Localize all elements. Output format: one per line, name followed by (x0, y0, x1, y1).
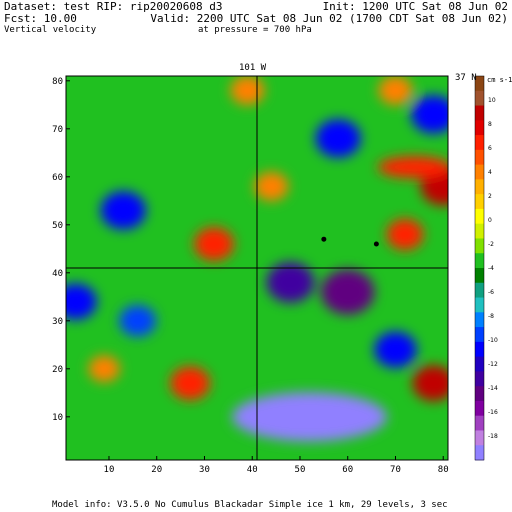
station-marker-1 (373, 241, 379, 247)
colorbar-swatch-20 (475, 371, 484, 387)
y-tick-label-10: 10 (52, 413, 63, 423)
field-feature-updraft-far-northeast (378, 76, 413, 105)
colorbar-label-9: -8 (488, 313, 494, 320)
colorbar-swatch-13 (475, 268, 484, 284)
x-tick-label-20: 20 (151, 465, 162, 475)
x-tick-label-10: 10 (104, 465, 115, 475)
plot-frame (65, 75, 449, 461)
colorbar-label-1: 8 (488, 121, 492, 128)
colorbar-swatch-10 (475, 223, 484, 239)
valid-time-label: Valid: 2200 UTC Sat 08 Jun 02 (1700 CDT … (150, 12, 508, 25)
colorbar-label-2: 6 (488, 145, 492, 152)
x-tick-label-60: 60 (342, 465, 353, 475)
colorbar-label-13: -16 (488, 409, 498, 416)
colorbar-label-8: -6 (488, 289, 494, 296)
crosshair-lat-label: 37 N (455, 73, 477, 83)
colorbar-label-4: 2 (488, 193, 492, 200)
field-name-label: Vertical velocity (4, 25, 97, 35)
colorbar-swatch-22 (475, 400, 484, 417)
colorbar-swatch-11 (475, 238, 484, 254)
y-tick-label-60: 60 (52, 173, 63, 183)
colorbar-swatch-9 (475, 208, 484, 225)
colorbar-swatch-3 (475, 120, 484, 136)
colorbar-swatch-17 (475, 327, 484, 343)
colorbar-units-label: cm s-1 (487, 76, 512, 84)
colorbar-swatch-8 (475, 194, 484, 210)
y-tick-label-50: 50 (52, 221, 63, 231)
x-tick-label-80: 80 (438, 465, 449, 475)
colorbar-label-5: 0 (488, 217, 492, 224)
field-feature-updraft-center-north (254, 171, 289, 201)
pressure-level-label: at pressure = 700 hPa (198, 25, 312, 35)
colorbar-swatch-14 (475, 282, 484, 299)
colorbar-label-3: 4 (488, 169, 492, 176)
colorbar-swatch-16 (475, 312, 484, 328)
field-feature-updraft-north (230, 76, 265, 105)
y-tick-label-80: 80 (52, 77, 63, 87)
crosshair-lon-label: 101 W (239, 63, 267, 73)
y-tick-label-30: 30 (52, 317, 63, 327)
field-feature-updraft-southwest (88, 355, 120, 383)
field-feature-downdraft-southwest (119, 305, 157, 337)
colorbar-swatch-4 (475, 135, 484, 151)
colorbar-label-7: -4 (488, 265, 494, 272)
colorbar-swatch-5 (475, 149, 484, 166)
field-feature-updraft-ring (194, 227, 234, 261)
colorbar-swatch-6 (475, 164, 484, 180)
field-feature-downdraft-northwest (100, 191, 146, 230)
x-tick-label-30: 30 (199, 465, 210, 475)
colorbar-swatch-15 (475, 297, 484, 313)
field-feature-updraft-east (386, 218, 424, 251)
colorbar-label-14: -18 (488, 433, 498, 440)
colorbar-swatch-19 (475, 356, 484, 372)
field-feature-updraft-east-band (377, 156, 448, 179)
colorbar-swatch-25 (475, 445, 484, 461)
field-feature-strong-downdraft (232, 392, 387, 442)
field-feature-updraft-southeast (412, 365, 448, 402)
colorbar-label-0: 10 (488, 97, 496, 104)
colorbar-swatch-18 (475, 341, 484, 358)
colorbar-frame (474, 75, 485, 461)
y-tick-label-20: 20 (52, 365, 63, 375)
colorbar-swatch-23 (475, 415, 484, 431)
field-feature-downdraft-north (315, 119, 361, 158)
y-tick-label-40: 40 (52, 269, 63, 279)
colorbar-swatch-21 (475, 386, 484, 402)
dataset-label: Dataset: test RIP: rip20020608 d3 (4, 0, 223, 13)
x-tick-label-70: 70 (390, 465, 401, 475)
x-tick-label-50: 50 (295, 465, 306, 475)
colorbar-swatch-1 (475, 90, 484, 107)
y-tick-label-70: 70 (52, 125, 63, 135)
colorbar-label-12: -14 (488, 385, 498, 392)
init-time-label: Init: 1200 UTC Sat 08 Jun 02 (322, 0, 508, 13)
field-feature-downdraft-west (66, 283, 97, 320)
field-feature-downdraft-center (266, 262, 315, 303)
colorbar-label-6: -2 (488, 241, 494, 248)
colorbar-swatch-24 (475, 430, 484, 446)
colorbar-swatch-0 (475, 76, 484, 92)
field-feature-updraft-south (170, 366, 210, 401)
colorbar-swatch-2 (475, 105, 484, 121)
colorbar-label-10: -10 (488, 337, 498, 344)
colorbar-label-11: -12 (488, 361, 498, 368)
forecast-hour-label: Fcst: 10.00 (4, 12, 77, 25)
field-feature-downdraft-southeast (374, 331, 417, 368)
field-feature-downdraft-northeast (411, 95, 448, 134)
field-feature-downdraft-core-east (320, 269, 375, 315)
station-marker-0 (321, 236, 327, 242)
colorbar-swatch-12 (475, 253, 484, 269)
x-tick-label-40: 40 (247, 465, 258, 475)
model-info-footer: Model info: V3.5.0 No Cumulus Blackadar … (52, 500, 448, 510)
colorbar-swatch-7 (475, 179, 484, 195)
